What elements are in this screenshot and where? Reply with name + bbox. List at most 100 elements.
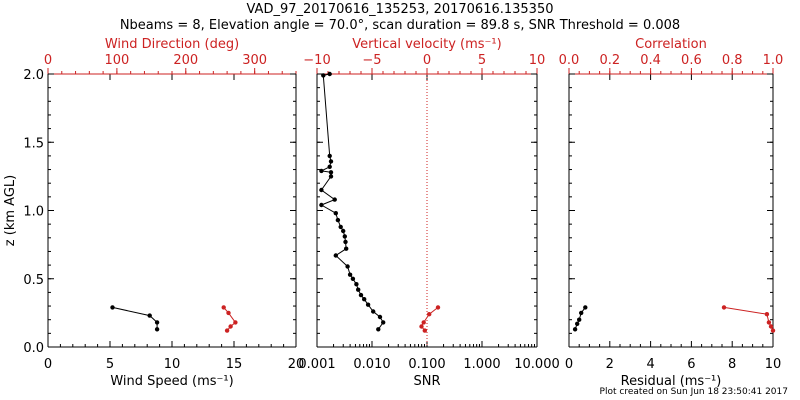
chart-title: VAD_97_20170616_135253, 20170616.135350	[246, 2, 554, 17]
x-top-tick-label: 0	[423, 53, 431, 68]
data-point	[768, 324, 774, 329]
data-point	[147, 313, 152, 318]
data-point	[327, 71, 332, 77]
x-top-tick-label: 0.4	[640, 53, 661, 68]
data-point	[721, 305, 727, 310]
series-line-top	[723, 306, 774, 331]
x-bottom-axis-title: SNR	[413, 374, 440, 389]
y-tick-label: 2.0	[23, 68, 44, 83]
y-axis-title: z (km AGL)	[3, 175, 18, 246]
x-top-axis-title: Correlation	[635, 37, 707, 52]
data-point	[333, 253, 338, 258]
data-point	[381, 320, 386, 325]
data-point	[228, 324, 233, 329]
data-point	[338, 224, 343, 230]
x-top-tick-label: −10	[303, 53, 330, 68]
data-point	[358, 292, 364, 298]
data-point	[328, 174, 334, 179]
snr-panel: 0.001 0.010 0.100 1.000 10.000 −10 −5 0 5 10 SNR Ve…	[298, 37, 559, 389]
data-point	[421, 320, 426, 325]
x-top-tick-label: −5	[362, 53, 381, 68]
data-point	[371, 309, 376, 314]
data-point	[365, 302, 371, 307]
data-point	[350, 276, 356, 281]
y-tick-label: 1.0	[23, 205, 44, 220]
x-top-axis-title: Wind Direction (deg)	[105, 37, 239, 52]
data-point	[376, 327, 381, 332]
data-point	[354, 282, 359, 287]
data-point	[327, 153, 332, 159]
x-top-tick-label: 100	[104, 53, 129, 68]
data-point	[356, 287, 361, 292]
data-point	[422, 328, 427, 333]
x-bottom-tick-label: 0	[44, 357, 52, 372]
x-top-tick-label: 0	[44, 53, 52, 68]
data-point	[319, 202, 324, 208]
y-tick-label: 0.5	[23, 273, 44, 288]
data-point	[347, 272, 353, 277]
x-top-tick-label: 300	[242, 53, 267, 68]
y-tick-label: 1.5	[23, 136, 44, 151]
data-point	[344, 246, 349, 251]
data-point	[575, 321, 580, 326]
y-tick-label: 0.0	[23, 341, 44, 356]
data-point	[226, 310, 231, 316]
x-top-tick-label: 5	[478, 53, 486, 68]
x-top-tick-label: 200	[173, 53, 198, 68]
x-bottom-tick-label: 1.000	[463, 357, 500, 372]
data-point	[435, 305, 441, 310]
data-point	[319, 187, 324, 193]
x-bottom-tick-label: 20	[288, 357, 305, 372]
data-point	[224, 328, 230, 333]
x-bottom-tick-label: 8	[728, 357, 736, 372]
x-bottom-tick-label: 0	[565, 357, 573, 372]
series-line-bottom	[319, 73, 384, 330]
x-top-tick-label: 1.0	[763, 53, 784, 68]
data-point	[327, 164, 332, 169]
data-point	[332, 197, 337, 202]
data-point	[221, 305, 226, 310]
x-bottom-tick-label: 4	[646, 357, 654, 372]
x-bottom-tick-label: 0.010	[353, 357, 390, 372]
data-point	[362, 297, 367, 302]
data-point	[154, 320, 160, 325]
x-bottom-tick-label: 15	[226, 357, 243, 372]
x-top-axis-title: Vertical velocity (ms⁻¹)	[352, 37, 501, 52]
data-point	[766, 320, 772, 325]
x-bottom-tick-label: 10.000	[514, 357, 560, 372]
data-point	[333, 211, 338, 216]
plot-created-footer: Plot created on Sun Jun 18 23:50:41 2017	[599, 387, 788, 397]
residual-panel: 0 2 4 6 8 10 0.0 0.2 0.4 0.6 0.8 1.0 Residual (ms⁻¹)…	[559, 37, 784, 389]
x-bottom-tick-label: 0.001	[298, 357, 335, 372]
data-point	[233, 320, 238, 325]
data-point	[343, 239, 348, 245]
data-point	[764, 312, 770, 317]
series-line-top	[420, 307, 439, 331]
x-bottom-tick-label: 10	[164, 357, 181, 372]
series-line-bottom	[112, 306, 158, 330]
x-top-tick-label: 10	[529, 53, 546, 68]
chart-subtitle: Nbeams = 8, Elevation angle = 70.0°, sca…	[119, 18, 681, 33]
data-point	[335, 217, 341, 223]
data-point	[328, 159, 334, 164]
data-point	[342, 234, 347, 239]
data-point	[110, 305, 115, 310]
x-bottom-tick-label: 6	[687, 357, 695, 372]
data-point	[154, 327, 160, 332]
data-point	[577, 317, 582, 322]
data-point	[572, 327, 578, 332]
data-point	[328, 170, 334, 175]
x-bottom-tick-label: 10	[765, 357, 782, 372]
x-top-tick-label: 0.0	[559, 53, 580, 68]
data-point	[321, 73, 326, 78]
data-point	[419, 324, 424, 329]
data-point	[579, 310, 584, 316]
x-bottom-tick-label: 2	[606, 357, 614, 372]
data-point	[319, 168, 324, 174]
x-bottom-tick-label: 5	[106, 357, 114, 372]
x-bottom-tick-label: 0.100	[408, 357, 445, 372]
data-point	[770, 328, 776, 333]
x-bottom-axis-title: Wind Speed (ms⁻¹)	[110, 374, 233, 389]
x-bottom-axis-title: Residual (ms⁻¹)	[621, 374, 722, 389]
